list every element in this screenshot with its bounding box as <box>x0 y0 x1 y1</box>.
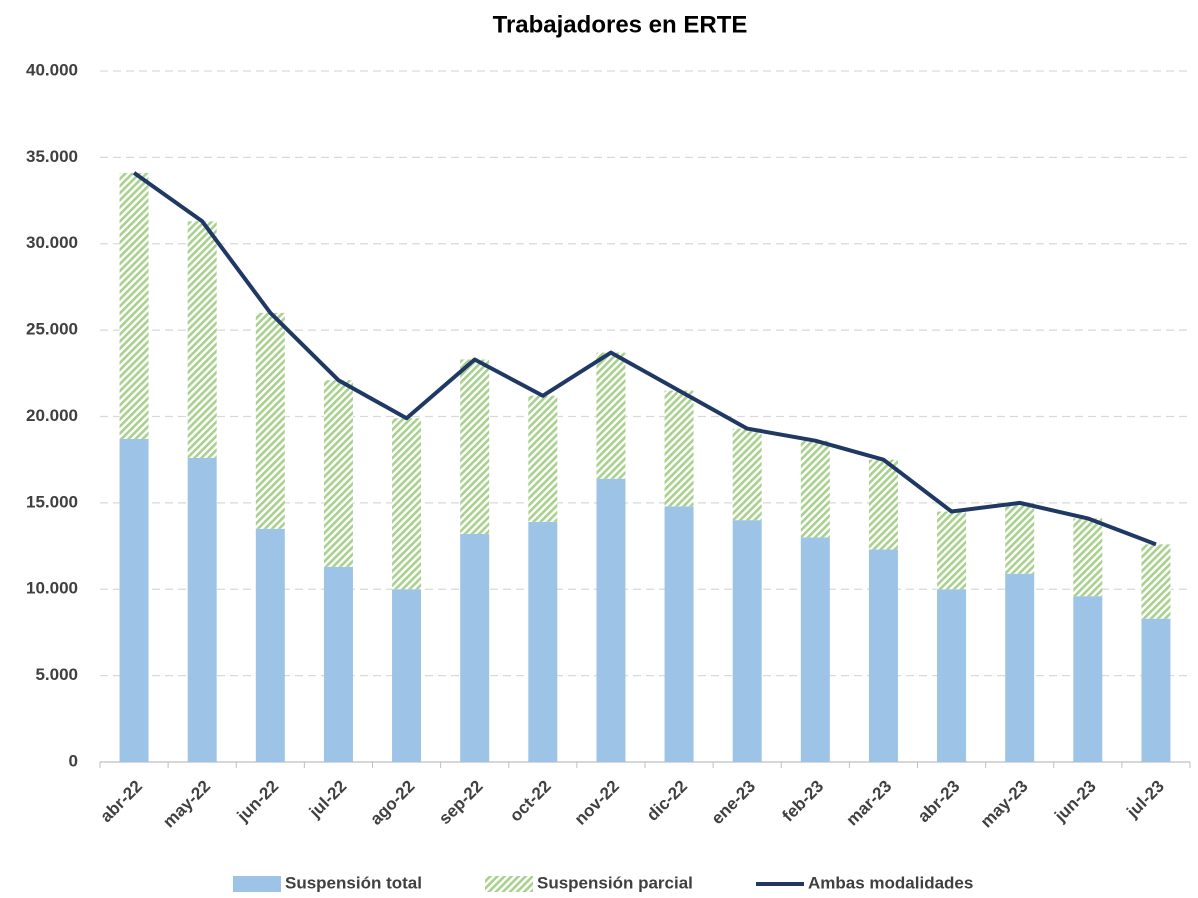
x-tick-label: abr-22 <box>97 777 147 827</box>
bar <box>255 528 285 762</box>
bar <box>392 589 422 762</box>
bar <box>1073 596 1103 762</box>
y-tick-label: 40.000 <box>26 60 78 79</box>
bar <box>596 478 626 762</box>
y-tick-label: 0 <box>69 751 78 770</box>
bar <box>868 549 898 762</box>
legend-swatch <box>485 876 533 892</box>
x-tick-label: jul-22 <box>305 777 351 823</box>
x-tick-label: mar-23 <box>843 777 896 830</box>
x-tick-label: feb-23 <box>778 777 827 826</box>
bar <box>460 359 490 534</box>
bar <box>1141 544 1171 619</box>
bar <box>528 521 558 762</box>
x-tick-label: dic-22 <box>643 777 691 825</box>
bar <box>800 440 830 538</box>
y-tick-label: 10.000 <box>26 579 78 598</box>
legend-label: Ambas modalidades <box>808 873 973 892</box>
bar <box>1073 518 1103 597</box>
legend-swatch <box>233 876 281 892</box>
bar <box>596 352 626 479</box>
legend-label: Suspensión total <box>285 873 422 892</box>
bar <box>460 533 490 762</box>
y-tick-label: 5.000 <box>35 665 78 684</box>
bar <box>255 312 285 529</box>
x-tick-label: jul-23 <box>1122 777 1168 823</box>
bar <box>323 566 353 762</box>
chart-title: Trabajadores en ERTE <box>493 11 748 38</box>
y-tick-label: 15.000 <box>26 492 78 511</box>
bar <box>187 457 217 762</box>
bar <box>937 511 967 590</box>
bar <box>1005 573 1035 762</box>
line <box>132 171 1157 547</box>
x-tick-label: nov-22 <box>571 777 623 829</box>
x-tick-label: may-23 <box>977 777 1032 832</box>
bar <box>664 506 694 762</box>
bar <box>187 221 217 458</box>
x-tick-label: may-22 <box>159 777 214 832</box>
legend-label: Suspensión parcial <box>537 873 693 892</box>
x-tick-label: oct-22 <box>506 777 555 826</box>
y-tick-label: 30.000 <box>26 233 78 252</box>
bar <box>800 537 830 762</box>
bar <box>732 428 762 521</box>
y-tick-label: 20.000 <box>26 406 78 425</box>
bar <box>323 380 353 567</box>
x-tick-label: jun-23 <box>1050 777 1100 827</box>
bar <box>732 520 762 762</box>
bar <box>528 395 558 522</box>
x-tick-label: sep-22 <box>435 777 487 829</box>
bar <box>119 172 149 439</box>
bar <box>664 390 694 507</box>
bar <box>937 589 967 762</box>
bar <box>119 438 149 762</box>
x-tick-label: ene-23 <box>708 777 760 829</box>
y-tick-label: 35.000 <box>26 147 78 166</box>
x-tick-label: jun-22 <box>233 777 283 827</box>
x-tick-label: ago-22 <box>366 777 418 829</box>
bar <box>392 418 422 590</box>
bar <box>1005 502 1035 574</box>
bar <box>868 459 898 550</box>
y-tick-label: 25.000 <box>26 320 78 339</box>
x-tick-label: abr-23 <box>914 777 964 827</box>
bar <box>1141 618 1171 762</box>
